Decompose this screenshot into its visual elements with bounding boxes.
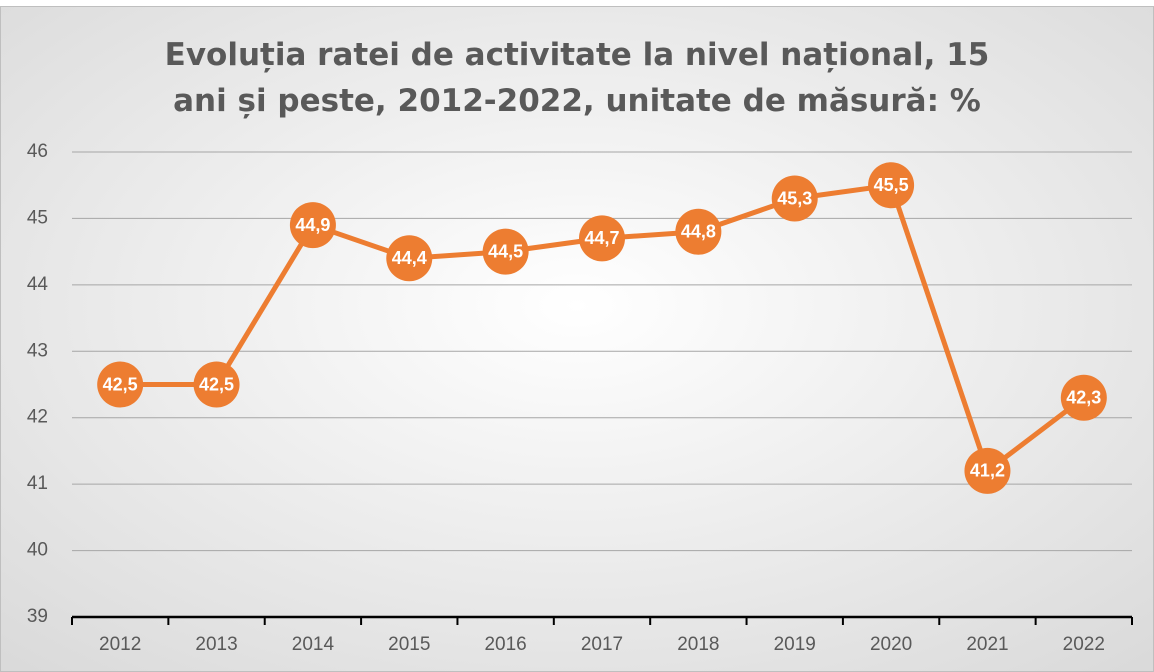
data-point [675,208,722,255]
y-tick-label: 44 [27,274,49,295]
data-label: 42,5 [103,374,138,394]
chart-title: Evoluția ratei de activitate la nivel na… [164,37,990,119]
data-point [868,162,915,209]
y-tick-label: 39 [27,606,48,627]
data-label: 44,7 [584,228,619,248]
x-tick-label: 2021 [966,634,1008,655]
x-tick-label: 2016 [484,634,526,655]
data-point [579,215,625,262]
data-point [386,235,433,282]
data-label: 45,3 [777,188,812,208]
y-tick-label: 40 [27,540,48,561]
data-label: 44,8 [681,221,716,241]
data-label: 44,9 [295,215,330,235]
data-label: 41,2 [970,461,1005,481]
data-point [193,361,240,408]
x-tick-label: 2022 [1063,634,1105,655]
x-tick-label: 2017 [581,634,623,655]
y-tick-label: 42 [27,407,48,428]
x-tick-label: 2020 [870,634,912,655]
y-tick-label: 45 [27,207,48,228]
x-tick-label: 2019 [774,634,816,655]
data-point [289,202,336,249]
y-tick-label: 46 [27,141,48,162]
data-point [482,228,529,275]
data-point [771,175,818,222]
data-point [1060,374,1107,421]
data-label: 44,5 [488,241,523,261]
y-tick-label: 41 [27,473,48,494]
x-tick-label: 2014 [292,634,335,655]
y-tick-label: 43 [27,340,48,361]
data-point [964,447,1011,494]
data-label: 45,5 [874,175,909,195]
data-point [97,361,144,408]
data-label: 42,3 [1066,388,1101,408]
data-label: 44,4 [392,248,427,268]
x-tick-label: 2015 [388,634,430,655]
x-tick-label: 2012 [99,634,141,655]
chart-background [0,6,1154,672]
x-tick-label: 2018 [677,634,719,655]
x-tick-label: 2013 [195,634,237,655]
data-label: 42,5 [199,374,234,394]
